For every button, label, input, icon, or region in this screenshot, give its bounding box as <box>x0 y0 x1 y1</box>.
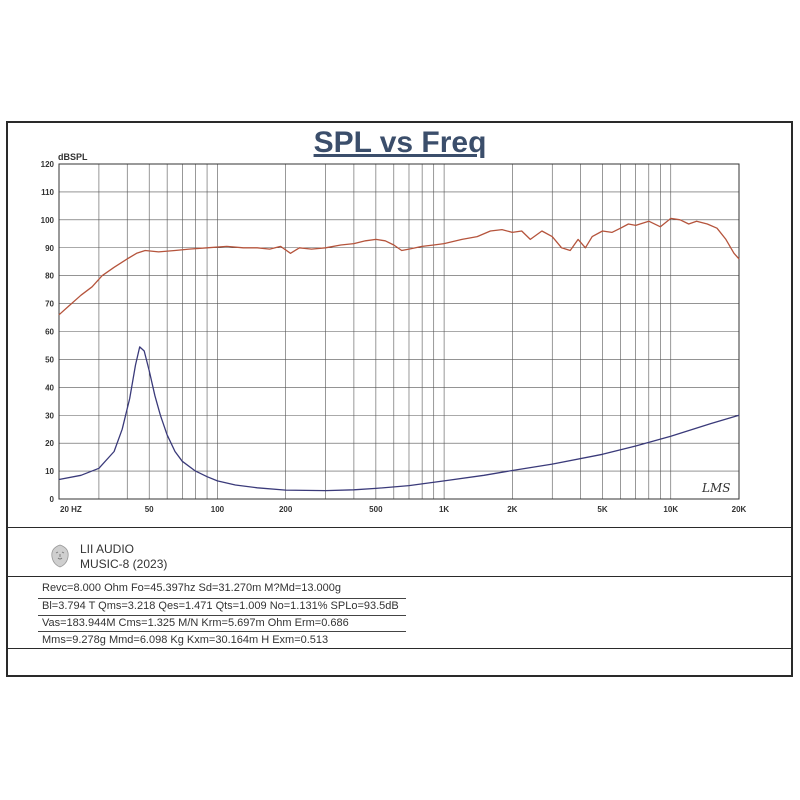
lion-head-logo-icon <box>51 544 69 568</box>
chart-title: SPL vs Freq <box>314 126 487 159</box>
x-tick-label: 10K <box>663 505 678 514</box>
param-line-3: Vas=183.944M Cms=1.325 M/N Krm=5.697m Oh… <box>42 617 349 629</box>
y-tick-label: 90 <box>45 244 54 253</box>
impedance-curve <box>58 346 740 492</box>
brand-name: LII AUDIO <box>80 542 135 556</box>
y-tick-label: 10 <box>45 467 54 476</box>
x-tick-label: 20 HZ <box>60 505 82 514</box>
y-tick-label: 60 <box>45 328 54 337</box>
x-tick-label: 2K <box>507 505 517 514</box>
x-tick-label: 100 <box>211 505 225 514</box>
x-tick-label: 50 <box>145 505 154 514</box>
spec-sheet <box>6 121 793 677</box>
section-divider <box>6 576 793 577</box>
param-line-2: Bl=3.794 T Qms=3.218 Qes=1.471 Qts=1.009… <box>42 600 399 612</box>
x-tick-label: 500 <box>369 505 383 514</box>
y-tick-label: 0 <box>50 495 55 504</box>
y-tick-label: 50 <box>45 355 54 364</box>
param-underline <box>38 598 406 599</box>
y-tick-label: 30 <box>45 411 54 420</box>
plot-frame <box>58 163 740 500</box>
y-tick-label: 120 <box>41 160 55 169</box>
y-tick-label: 20 <box>45 439 54 448</box>
y-tick-label: 70 <box>45 300 54 309</box>
param-underline <box>38 631 406 632</box>
x-tick-label: 5K <box>597 505 607 514</box>
param-line-4: Mms=9.278g Mmd=6.098 Kg Kxm=30.164m H Ex… <box>42 634 329 646</box>
param-underline <box>38 615 406 616</box>
section-divider <box>6 648 793 649</box>
y-tick-label: 40 <box>45 383 54 392</box>
y-tick-label: 110 <box>41 188 54 197</box>
spl-curve <box>58 217 740 316</box>
x-tick-label: 20K <box>732 505 747 514</box>
y-tick-label: 80 <box>45 272 54 281</box>
brand-model: MUSIC-8 (2023) <box>80 557 168 571</box>
y-tick-label: 100 <box>41 216 55 225</box>
x-tick-label: 1K <box>439 505 449 514</box>
param-line-1: Revc=8.000 Ohm Fo=45.397hz Sd=31.270m M?… <box>42 582 342 594</box>
y-axis-label: dBSPL <box>58 152 88 162</box>
x-tick-label: 200 <box>279 505 293 514</box>
section-divider <box>6 527 793 528</box>
lms-watermark: LMS <box>701 481 730 495</box>
